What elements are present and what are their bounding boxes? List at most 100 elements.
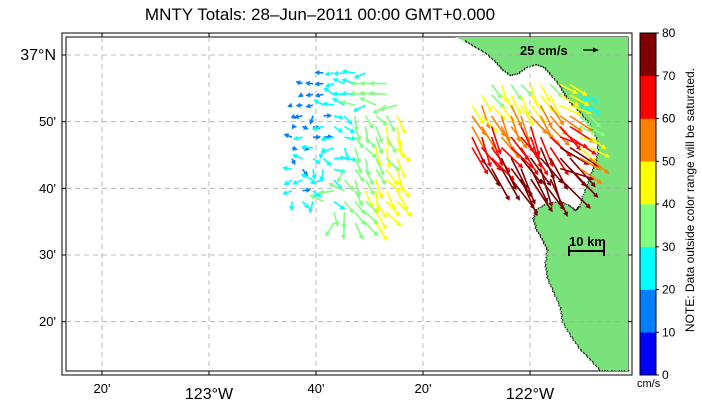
coastline-dot bbox=[533, 218, 535, 220]
coastline-dot bbox=[560, 317, 562, 319]
coastline-dot bbox=[584, 117, 586, 119]
coastline-dot bbox=[489, 56, 491, 58]
coastline-dot bbox=[496, 62, 498, 64]
current-vector bbox=[385, 147, 392, 170]
coastline-dot bbox=[533, 216, 535, 219]
current-vector bbox=[385, 211, 402, 227]
coastline-dot bbox=[545, 256, 547, 258]
coastline-dot bbox=[516, 73, 518, 75]
current-vector bbox=[354, 179, 362, 198]
coastline-dot bbox=[586, 184, 588, 186]
coastline-dot bbox=[585, 187, 588, 189]
coastline-dot bbox=[465, 41, 468, 43]
current-vector bbox=[481, 115, 498, 134]
coastline-dot bbox=[535, 225, 537, 227]
current-vector bbox=[520, 94, 530, 117]
coastline-dot bbox=[500, 68, 502, 70]
current-vector bbox=[343, 115, 353, 126]
current-vector bbox=[320, 147, 335, 154]
coastline-dot bbox=[545, 267, 548, 269]
coastline-dot bbox=[570, 336, 572, 338]
coastline-dot bbox=[554, 293, 556, 295]
coastline-dot bbox=[550, 286, 552, 288]
coastline-dot bbox=[592, 362, 594, 364]
coastline-dot bbox=[560, 310, 563, 313]
current-vector bbox=[282, 165, 293, 171]
coastline-dot bbox=[551, 75, 553, 77]
colorbar-tick-label: 0 bbox=[662, 368, 669, 382]
coastline-dot bbox=[569, 332, 571, 334]
coastline-dot bbox=[504, 70, 506, 72]
coastline-dot bbox=[546, 251, 548, 253]
coastline-dot bbox=[597, 146, 599, 148]
current-vector bbox=[354, 190, 363, 207]
current-vector bbox=[589, 136, 607, 150]
coastline-dot bbox=[496, 64, 498, 66]
colorbar-segment bbox=[640, 33, 656, 77]
coastline-dot bbox=[519, 71, 521, 73]
current-vector bbox=[354, 200, 366, 215]
coastline-dot bbox=[596, 147, 598, 149]
coastline-dot bbox=[474, 46, 476, 48]
coastline-dot bbox=[580, 349, 582, 351]
coastline-dot bbox=[569, 334, 571, 336]
coastline-dot bbox=[507, 73, 509, 75]
coastline-dot bbox=[575, 209, 577, 211]
coastline-dot bbox=[500, 66, 502, 68]
coastline-dot bbox=[546, 247, 548, 249]
current-vector bbox=[375, 115, 388, 126]
coastline-dot bbox=[623, 370, 625, 372]
current-vector bbox=[282, 189, 293, 195]
current-vector bbox=[289, 201, 295, 211]
coastline-dot bbox=[580, 350, 582, 352]
colorbar-tick-label: 40 bbox=[662, 197, 676, 211]
coastline-dot bbox=[556, 82, 558, 84]
current-vector bbox=[364, 222, 379, 237]
colorbar-tick-label: 30 bbox=[662, 240, 676, 254]
coastline-dot bbox=[604, 370, 606, 372]
current-vector bbox=[375, 179, 384, 200]
coastline-dot bbox=[546, 272, 548, 274]
current-vector bbox=[308, 201, 314, 214]
current-vector bbox=[331, 98, 345, 106]
current-vector bbox=[481, 94, 493, 113]
coastline-dot bbox=[577, 207, 579, 209]
coastline-dot bbox=[468, 42, 470, 44]
current-vector bbox=[589, 157, 610, 174]
current-vector bbox=[579, 104, 593, 112]
current-vector bbox=[295, 102, 303, 108]
coastline-dot bbox=[579, 206, 581, 208]
current-vector bbox=[320, 136, 335, 142]
coastline-dot bbox=[591, 169, 594, 171]
coastline-dot bbox=[536, 230, 538, 232]
current-vector bbox=[292, 153, 303, 160]
coastline-dot bbox=[569, 206, 571, 208]
coastline-dot bbox=[592, 360, 594, 362]
colorbar-tick-label: 80 bbox=[662, 26, 676, 40]
current-vector bbox=[559, 83, 578, 94]
coastline-dot bbox=[544, 244, 546, 246]
coastline-dot bbox=[541, 205, 543, 207]
coastline-dot bbox=[546, 277, 548, 279]
current-vector bbox=[375, 190, 381, 213]
coastline-dot bbox=[598, 367, 600, 369]
current-vector bbox=[559, 115, 583, 132]
coastline-dot bbox=[545, 269, 547, 271]
current-vector bbox=[305, 103, 314, 109]
coastline-dot bbox=[482, 51, 484, 53]
coastline-dot bbox=[596, 160, 598, 162]
current-vector bbox=[344, 125, 356, 133]
coastline-dot bbox=[587, 121, 589, 123]
coastline-dot bbox=[562, 202, 564, 204]
current-vector bbox=[311, 169, 317, 181]
coastline-dot bbox=[546, 246, 548, 248]
coastline-dot bbox=[564, 92, 566, 94]
current-vector bbox=[375, 126, 384, 144]
coastline-dot bbox=[561, 87, 563, 89]
coastline-dot bbox=[583, 193, 585, 195]
lon-label-20b: 20' bbox=[415, 381, 432, 396]
coastline-dot bbox=[574, 209, 576, 211]
current-vector bbox=[375, 200, 387, 219]
coastline-dot bbox=[544, 266, 546, 268]
current-vector bbox=[569, 94, 590, 107]
